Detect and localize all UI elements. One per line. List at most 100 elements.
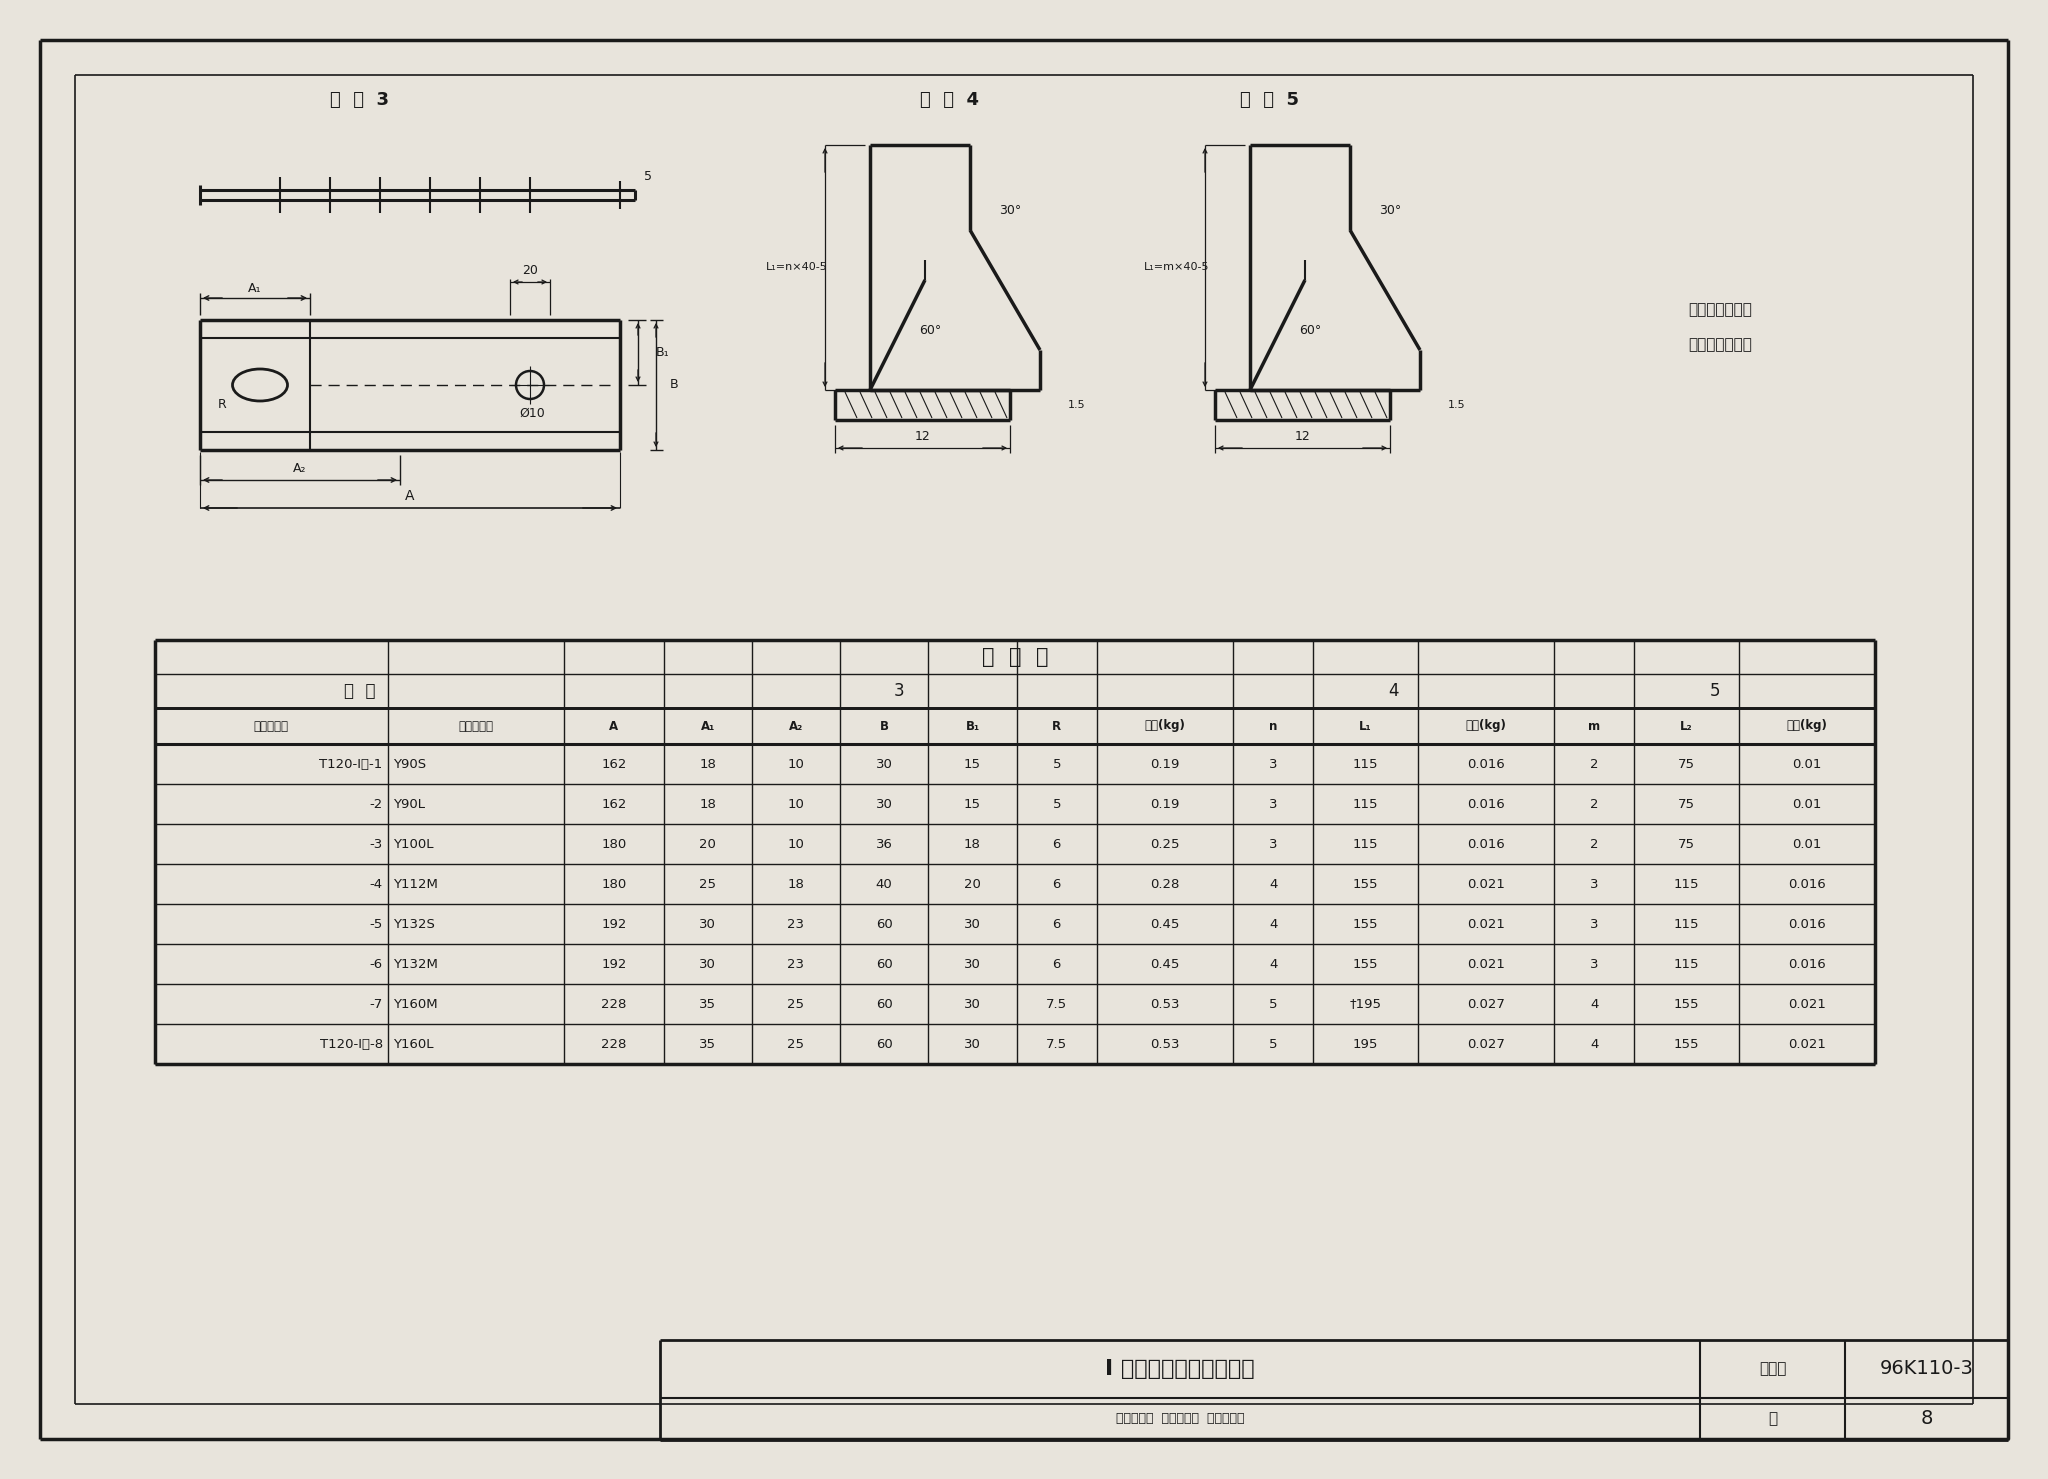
Text: 5: 5 <box>1710 682 1720 700</box>
Text: T120-I型-1: T120-I型-1 <box>319 757 383 771</box>
Text: 4: 4 <box>1270 957 1278 970</box>
Text: T120-I型-8: T120-I型-8 <box>319 1037 383 1050</box>
Text: 4: 4 <box>1389 682 1399 700</box>
Text: I 型电动机防雨罩零件图: I 型电动机防雨罩零件图 <box>1106 1359 1255 1378</box>
Text: 3: 3 <box>1589 917 1599 930</box>
Text: -2: -2 <box>369 797 383 810</box>
Text: 3: 3 <box>1270 837 1278 850</box>
Text: Y132S: Y132S <box>393 917 434 930</box>
Text: 7.5: 7.5 <box>1047 1037 1067 1050</box>
Text: 5: 5 <box>1053 757 1061 771</box>
Text: n: n <box>1270 719 1278 732</box>
Text: 115: 115 <box>1673 957 1700 970</box>
Text: 1.5: 1.5 <box>1067 399 1085 410</box>
Text: 0.45: 0.45 <box>1151 957 1180 970</box>
Text: -5: -5 <box>369 917 383 930</box>
Text: 18: 18 <box>965 837 981 850</box>
Text: 0.021: 0.021 <box>1788 1037 1825 1050</box>
Text: 115: 115 <box>1354 837 1378 850</box>
Text: 30: 30 <box>698 957 717 970</box>
Text: 75: 75 <box>1677 837 1696 850</box>
Text: 2: 2 <box>1589 797 1599 810</box>
Text: †195: †195 <box>1350 997 1382 1010</box>
Text: 60°: 60° <box>920 324 942 337</box>
Text: 尺  寸  表: 尺 寸 表 <box>981 646 1049 667</box>
Text: 边均需去除毛刺: 边均需去除毛刺 <box>1688 337 1751 352</box>
Text: 0.021: 0.021 <box>1466 917 1505 930</box>
Text: 60: 60 <box>877 997 893 1010</box>
Text: 5: 5 <box>643 170 651 183</box>
Text: 5: 5 <box>1053 797 1061 810</box>
Text: 0.53: 0.53 <box>1151 997 1180 1010</box>
Text: 60°: 60° <box>1298 324 1321 337</box>
Text: 0.28: 0.28 <box>1151 877 1180 890</box>
Text: B: B <box>670 379 678 392</box>
Text: 155: 155 <box>1354 877 1378 890</box>
Text: Y160L: Y160L <box>393 1037 432 1050</box>
Text: Y100L: Y100L <box>393 837 432 850</box>
Text: 0.25: 0.25 <box>1151 837 1180 850</box>
Text: 30°: 30° <box>999 204 1022 216</box>
Text: 2: 2 <box>1589 757 1599 771</box>
Text: 162: 162 <box>602 797 627 810</box>
Text: 7.5: 7.5 <box>1047 997 1067 1010</box>
Text: 件  号  4: 件 号 4 <box>920 92 979 109</box>
Text: 228: 228 <box>602 1037 627 1050</box>
Text: 192: 192 <box>602 917 627 930</box>
Text: R: R <box>1053 719 1061 732</box>
Text: 30°: 30° <box>1378 204 1401 216</box>
Text: 192: 192 <box>602 957 627 970</box>
Text: 155: 155 <box>1673 997 1700 1010</box>
Text: 图集号: 图集号 <box>1759 1362 1786 1377</box>
Text: 0.016: 0.016 <box>1788 917 1825 930</box>
Text: 0.01: 0.01 <box>1792 837 1821 850</box>
Text: 0.016: 0.016 <box>1466 757 1505 771</box>
Text: 75: 75 <box>1677 797 1696 810</box>
Text: 23: 23 <box>788 957 805 970</box>
Text: R: R <box>217 398 227 411</box>
Text: 60: 60 <box>877 957 893 970</box>
Text: 6: 6 <box>1053 957 1061 970</box>
Text: 质量(kg): 质量(kg) <box>1786 719 1827 732</box>
Text: 180: 180 <box>602 877 627 890</box>
Text: Y132M: Y132M <box>393 957 438 970</box>
Text: 36: 36 <box>877 837 893 850</box>
Text: L₁=n×40-5: L₁=n×40-5 <box>766 262 827 272</box>
Text: 1.5: 1.5 <box>1448 399 1466 410</box>
Text: -7: -7 <box>369 997 383 1010</box>
Text: 18: 18 <box>698 797 717 810</box>
Text: 6: 6 <box>1053 837 1061 850</box>
Text: Y112M: Y112M <box>393 877 438 890</box>
Text: 30: 30 <box>965 997 981 1010</box>
Text: 10: 10 <box>788 797 805 810</box>
Text: Y90S: Y90S <box>393 757 426 771</box>
Text: 25: 25 <box>788 997 805 1010</box>
Text: 25: 25 <box>788 1037 805 1050</box>
Text: 0.45: 0.45 <box>1151 917 1180 930</box>
Text: 30: 30 <box>965 917 981 930</box>
Text: -3: -3 <box>369 837 383 850</box>
Text: 75: 75 <box>1677 757 1696 771</box>
Text: 30: 30 <box>877 797 893 810</box>
Text: 质量(kg): 质量(kg) <box>1145 719 1186 732</box>
Text: 0.19: 0.19 <box>1151 757 1180 771</box>
Text: A₂: A₂ <box>788 719 803 732</box>
Text: 30: 30 <box>877 757 893 771</box>
Text: Y90L: Y90L <box>393 797 424 810</box>
Text: 0.01: 0.01 <box>1792 757 1821 771</box>
Text: 18: 18 <box>698 757 717 771</box>
Text: Y160M: Y160M <box>393 997 438 1010</box>
Text: 4: 4 <box>1589 997 1597 1010</box>
Text: 0.53: 0.53 <box>1151 1037 1180 1050</box>
Text: 155: 155 <box>1673 1037 1700 1050</box>
Text: L₂: L₂ <box>1679 719 1694 732</box>
Text: 20: 20 <box>965 877 981 890</box>
Text: 30: 30 <box>965 957 981 970</box>
Text: 115: 115 <box>1673 877 1700 890</box>
Text: A₂: A₂ <box>293 463 307 476</box>
Text: 23: 23 <box>788 917 805 930</box>
Text: 0.016: 0.016 <box>1466 837 1505 850</box>
Text: 电动机型号: 电动机型号 <box>459 719 494 732</box>
Text: 20: 20 <box>522 265 539 278</box>
Text: 12: 12 <box>915 430 930 444</box>
